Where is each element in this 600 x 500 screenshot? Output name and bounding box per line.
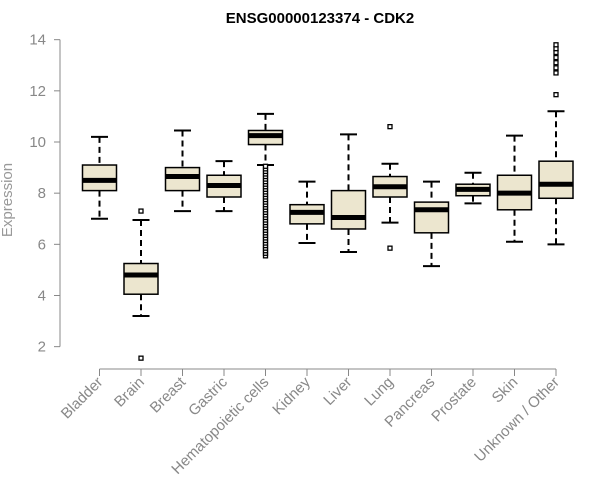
box-iqr — [538, 160, 574, 200]
outlier-point — [387, 124, 393, 130]
box-iqr — [330, 189, 367, 230]
box-lung — [372, 124, 408, 251]
box-skin — [496, 134, 533, 243]
outlier-point — [553, 92, 559, 98]
y-tick-label: 14 — [29, 32, 46, 49]
box-iqr — [123, 262, 159, 295]
y-axis: 2 4 6 8 10 12 14 — [29, 32, 61, 356]
outlier-point — [553, 54, 559, 61]
y-tick-label: 10 — [29, 134, 46, 151]
outlier-point — [138, 355, 144, 361]
box-pancreas — [413, 180, 450, 268]
x-tick-label: Prostate — [428, 374, 480, 426]
x-tick-label: Lung — [361, 374, 397, 410]
x-tick-label: Skin — [489, 374, 522, 407]
box-liver — [330, 133, 367, 253]
y-tick-label: 8 — [38, 185, 46, 202]
box-iqr — [413, 201, 450, 234]
y-tick-label: 6 — [38, 236, 46, 253]
outlier-point — [138, 208, 144, 214]
y-tick-label: 12 — [29, 83, 46, 100]
outlier-point — [553, 60, 559, 66]
box-bladder — [81, 135, 118, 220]
x-tick-label: Kidney — [269, 373, 314, 418]
box-kidney — [289, 180, 325, 245]
y-tick-label: 4 — [38, 287, 46, 304]
box-hematopoietic-cells — [247, 112, 284, 259]
chart-title: ENSG00000123374 - CDK2 — [226, 10, 414, 27]
outlier-point — [553, 70, 559, 76]
outlier-point — [387, 245, 393, 251]
x-tick-label: Bladder — [58, 374, 107, 423]
outlier-point — [262, 163, 269, 169]
y-axis-label: Expression — [0, 163, 16, 237]
y-tick-label: 2 — [38, 339, 46, 356]
outlier-point — [553, 65, 559, 71]
x-tick-label: Brain — [111, 374, 148, 411]
box-unknown-other — [538, 42, 574, 246]
x-tick-label: Breast — [147, 373, 190, 416]
x-tick-label: Liver — [320, 374, 355, 409]
box-gastric — [206, 160, 242, 213]
box-prostate — [455, 171, 491, 205]
box-breast — [164, 129, 201, 213]
boxes-group — [81, 42, 574, 361]
box-iqr — [164, 166, 201, 192]
box-iqr — [81, 164, 118, 192]
box-brain — [123, 208, 159, 361]
outlier-point — [553, 42, 559, 48]
